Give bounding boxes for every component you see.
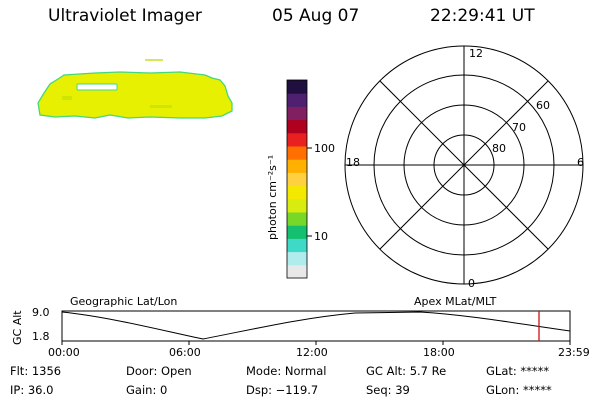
colorbar	[287, 80, 307, 279]
mlt-label-12: 12	[469, 47, 483, 60]
instrument-title: Ultraviolet Imager	[48, 6, 202, 26]
x-tick-2359: 23:59	[558, 346, 590, 359]
colorbar-segment	[287, 198, 307, 213]
gc-altitude: GC Alt: 5.7 Re	[366, 364, 447, 378]
date-label: 05 Aug 07	[272, 6, 360, 26]
altitude-curve	[61, 311, 571, 340]
colorbar-segment	[287, 119, 307, 134]
colorbar-segment	[287, 132, 307, 147]
ip-value: IP: 36.0	[10, 383, 54, 397]
colorbar-segment	[287, 80, 307, 94]
colorbar-segment	[287, 264, 307, 279]
timeline-right-title: Apex MLat/MLT	[414, 295, 497, 308]
mlat-label-80: 80	[492, 142, 506, 155]
diagonal-line	[379, 80, 549, 250]
colorbar-segment	[287, 225, 307, 239]
colorbar-label-10: 10	[314, 230, 328, 243]
sequence-number: Seq: 39	[366, 383, 410, 397]
timeline-y-bottom: 1.8	[32, 330, 50, 343]
gain-value: Gain: 0	[126, 383, 168, 397]
geographic-latitude: GLat: *****	[486, 364, 550, 378]
polar-dial	[344, 45, 584, 285]
emission-region	[37, 71, 233, 119]
colorbar-frame	[286, 79, 308, 279]
colorbar-segment	[287, 93, 307, 107]
mlt-label-18: 18	[346, 156, 360, 169]
mode-status: Mode: Normal	[246, 364, 327, 378]
door-status: Door: Open	[126, 364, 192, 378]
uv-emission-image	[37, 59, 233, 119]
dsp-value: Dsp: −119.7	[246, 383, 319, 397]
colorbar-segment	[287, 212, 307, 226]
x-tick-0000: 00:00	[48, 346, 80, 359]
x-tick-1800: 18:00	[423, 346, 455, 359]
timeline-left-title: Geographic Lat/Lon	[70, 295, 178, 308]
colorbar-segment	[287, 106, 307, 121]
emission-patch	[62, 96, 72, 100]
x-tick-1200: 12:00	[296, 346, 328, 359]
colorbar-segment	[287, 251, 307, 266]
timeline-y-axis-label: GC Alt	[11, 310, 24, 345]
mlat-label-60: 60	[536, 99, 550, 112]
colorbar-unit-label: photon cm⁻²s⁻¹	[266, 154, 279, 240]
mlat-label-70: 70	[512, 121, 526, 134]
flight-number: Flt: 1356	[10, 364, 62, 378]
colorbar-segment	[287, 159, 307, 173]
x-tick-0600: 06:00	[169, 346, 201, 359]
colorbar-label-100: 100	[314, 142, 335, 155]
timeline-panel	[61, 310, 571, 345]
colorbar-segment	[287, 238, 307, 253]
mlt-label-6: 6	[577, 156, 584, 169]
time-label: 22:29:41 UT	[430, 6, 535, 26]
colorbar-segment	[287, 146, 307, 160]
timeline-y-top: 9.0	[32, 306, 50, 319]
colorbar-segment	[287, 185, 307, 200]
geographic-longitude: GLon: *****	[486, 383, 552, 397]
colorbar-segment	[287, 172, 307, 187]
mlt-label-0: 0	[468, 277, 475, 290]
emission-gap	[76, 83, 118, 91]
emission-patch	[150, 105, 172, 108]
timeline-frame	[61, 310, 571, 342]
